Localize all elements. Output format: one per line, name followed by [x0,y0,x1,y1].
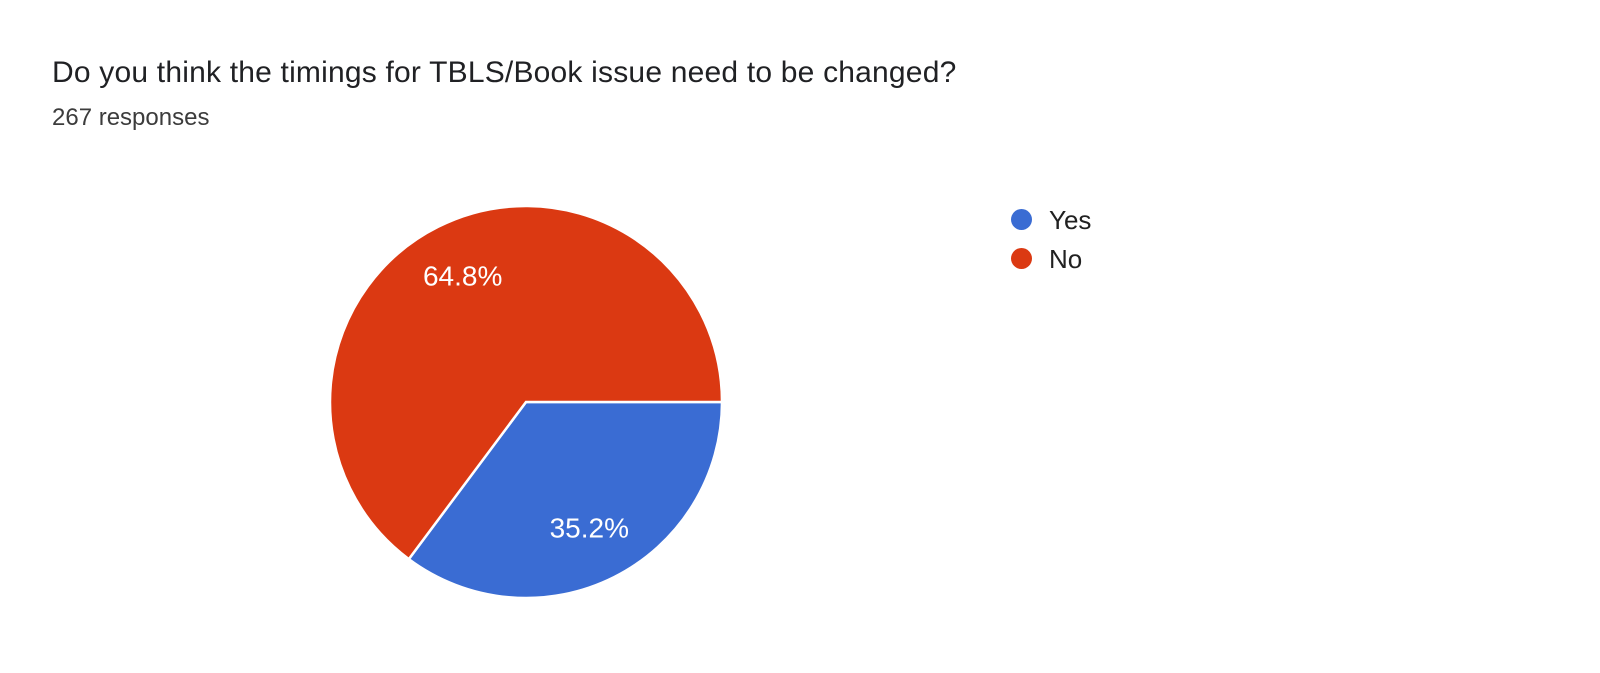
pie-slice-yes[interactable] [407,400,724,600]
pie-slice-value-label-no: 64.8% [423,260,502,291]
legend-label-yes: Yes [1049,204,1092,235]
pie-slice-value-label-yes: 35.2% [550,513,629,544]
legend-item-no[interactable]: No [1011,239,1091,278]
legend-label-no: No [1049,243,1083,274]
legend-dot-yes [1011,209,1032,230]
pie-chart: 35.2% 64.8% [328,204,724,600]
responses-count: 267 responses [52,104,210,131]
pie-slice-no[interactable] [328,204,724,561]
pie-chart-area: 35.2% 64.8% [306,182,746,622]
question-title: Do you think the timings for TBLS/Book i… [52,56,957,89]
chart-legend: Yes No [1011,200,1091,278]
legend-dot-no [1011,248,1032,269]
legend-item-yes[interactable]: Yes [1011,200,1091,239]
